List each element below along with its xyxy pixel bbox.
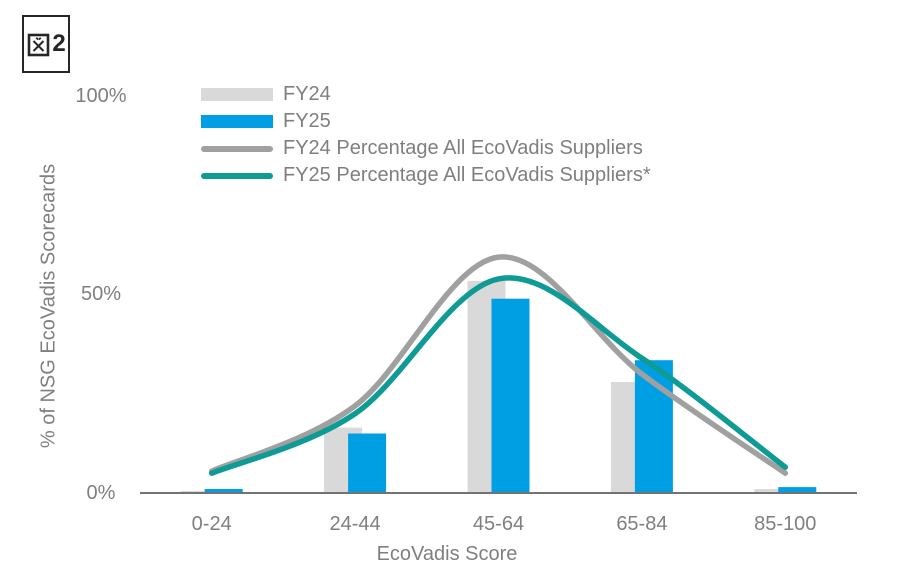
bar-fy25-45-64 (491, 298, 530, 493)
x-tick-24-44: 24-44 (329, 513, 381, 535)
curve-fy24-all-suppliers (208, 254, 789, 476)
x-tick-0-24: 0-24 (191, 513, 232, 535)
x-tick-85-100: 85-100 (754, 513, 817, 535)
legend-item-fy24-line: FY24 Percentage All EcoVadis Suppliers (201, 135, 651, 162)
bar-fy25-0-24 (204, 489, 243, 493)
y-tick-100: 100% (75, 85, 127, 107)
x-tick-45-64: 45-64 (472, 513, 525, 535)
bar-fy25-85-100 (778, 487, 817, 493)
chart-legend: FY24 FY25 FY24 Percentage All EcoVadis S… (201, 81, 651, 189)
legend-label-fy25-line: FY25 Percentage All EcoVadis Suppliers* (283, 164, 651, 186)
legend-label-fy24-bar: FY24 (283, 83, 331, 105)
legend-item-fy24-bar: FY24 (201, 81, 651, 108)
bar-fy25-24-44 (348, 433, 387, 493)
figure-label: 2 (22, 15, 70, 73)
legend-item-fy25-bar: FY25 (201, 108, 651, 135)
legend-swatch-fy24-line (201, 145, 273, 152)
x-axis-title: EcoVadis Score (376, 543, 518, 565)
legend-swatch-fy25-bar (201, 115, 273, 128)
figure-label-text: 2 (52, 30, 66, 57)
legend-swatch-fy25-line (201, 172, 273, 179)
legend-swatch-fy24-bar (201, 88, 273, 101)
x-tick-65-84: 65-84 (616, 513, 668, 535)
legend-label-fy25-bar: FY25 (283, 110, 331, 132)
legend-label-fy24-line: FY24 Percentage All EcoVadis Suppliers (283, 137, 643, 159)
bar-fy24-85-100 (754, 489, 793, 493)
kanji-zu-glyph (28, 33, 50, 56)
y-tick-0: 0% (86, 482, 116, 504)
y-tick-50: 50% (80, 283, 122, 305)
curve-fy25-all-suppliers (208, 275, 789, 476)
legend-item-fy25-line: FY25 Percentage All EcoVadis Suppliers* (201, 162, 651, 189)
